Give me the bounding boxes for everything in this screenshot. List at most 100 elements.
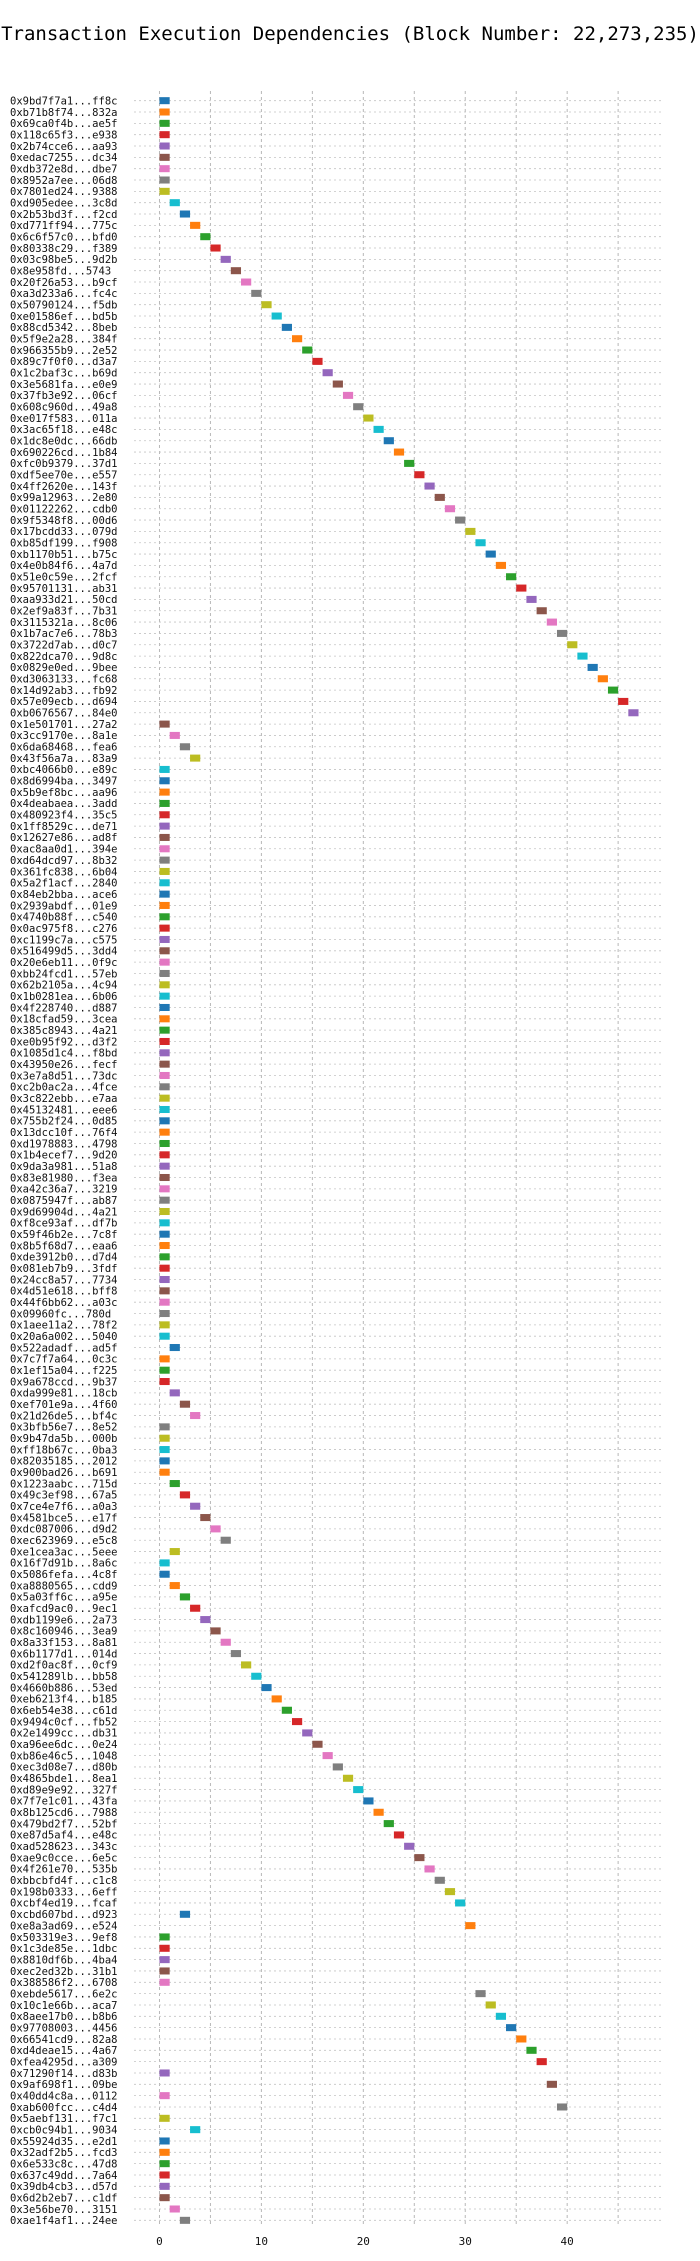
transaction-label: 0x3c822ebb...e7aa [10, 1093, 117, 1105]
transaction-label: 0x118c65f3...e938 [10, 129, 117, 141]
transaction-bar [159, 811, 170, 819]
transaction-bar [475, 1990, 486, 1998]
transaction-label: 0xdb1199e6...2a73 [10, 1614, 117, 1626]
transaction-label: 0xbbcbfd4f...c1c8 [10, 1875, 117, 1887]
transaction-bar [159, 1366, 170, 1374]
transaction-bar [159, 1173, 170, 1182]
transaction-bar [241, 278, 252, 286]
transaction-label: 0x8d6994ba...3497 [10, 776, 117, 788]
transaction-labels: 0x9bd7f7a1...ff8c0xb71b8f74...832a0x69ca… [10, 95, 117, 2227]
transaction-label: 0xa42c36a7...3219 [10, 1184, 117, 1196]
transaction-bar [159, 1332, 170, 1340]
transaction-label: 0x21d26de5...bf4c [10, 1410, 117, 1422]
transaction-bar [159, 777, 170, 785]
x-tick-label: 20 [357, 2235, 370, 2248]
transaction-label: 0x95701131...ab31 [10, 583, 117, 595]
transaction-label: 0x12627e86...ad8f [10, 832, 117, 844]
transaction-bar [190, 1502, 201, 1510]
transaction-bar [159, 1570, 170, 1578]
transaction-label: 0x59f46b2e...7c8f [10, 1229, 117, 1241]
transaction-bar [159, 1049, 170, 1057]
transaction-bar [159, 890, 170, 898]
transaction-label: 0x03c98be5...9d2b [10, 254, 117, 266]
transaction-label: 0x755b2f24...0d85 [10, 1116, 117, 1128]
transaction-label: 0x69ca0f4b...ae5f [10, 118, 117, 130]
transaction-label: 0xde3912b0...d7d4 [10, 1252, 117, 1264]
vertical-gridlines [158, 91, 619, 2226]
transaction-label: 0xd3063133...fc68 [10, 674, 117, 686]
transaction-bar [159, 1105, 170, 1114]
transaction-bar [159, 1276, 170, 1284]
transaction-bar [159, 1207, 170, 1216]
transaction-label: 0xe01586ef...bd5b [10, 311, 117, 323]
transaction-label: 0x4f261e70...535b [10, 1864, 117, 1876]
transaction-label: 0x6e533c8c...47d8 [10, 2158, 117, 2170]
transaction-label: 0x82035185...2012 [10, 1456, 117, 1468]
transaction-label: 0x690226cd...1b84 [10, 447, 117, 459]
transaction-label: 0xb71b8f74...832a [10, 107, 117, 119]
transaction-label: 0x4660b886...53ed [10, 1682, 117, 1694]
transaction-bar [200, 233, 211, 241]
transaction-bar [190, 754, 201, 762]
transaction-bar [261, 1684, 272, 1692]
transaction-bar [465, 1922, 476, 1930]
transaction-bar [169, 1480, 180, 1488]
transaction-bar [485, 2001, 496, 2009]
transaction-label: 0x4740b88f...c540 [10, 912, 117, 924]
transaction-label: 0x5aebf131...f7c1 [10, 2113, 117, 2125]
transaction-bar [159, 1434, 170, 1442]
transaction-label: 0xb1170b51...b75c [10, 549, 117, 561]
transaction-bar [159, 153, 170, 161]
transaction-label: 0xd89e9e92...327f [10, 1784, 117, 1796]
transaction-label: 0x7ce4e7f6...a0a3 [10, 1501, 117, 1513]
transaction-bar [159, 969, 170, 977]
transaction-bar [546, 618, 557, 626]
transaction-bar [159, 142, 170, 150]
transaction-label: 0x7801ed24...9388 [10, 186, 117, 198]
transaction-label: 0xd2f0ac8f...0cf9 [10, 1660, 117, 1672]
transaction-bar [169, 1344, 180, 1352]
transaction-bar [179, 210, 191, 218]
transaction-label: 0x4ff2620e...143f [10, 481, 117, 493]
transaction-bar [536, 2058, 547, 2066]
transaction-label: 0x89c7f0f0...d3a7 [10, 356, 117, 368]
transaction-bar [159, 1128, 170, 1136]
transaction-bar [220, 1638, 231, 1646]
transaction-bar [363, 1797, 374, 1805]
transaction-label: 0xb0676567...84e0 [10, 708, 117, 720]
transaction-label: 0xec2ed32b...31b1 [10, 1966, 117, 1978]
transaction-label: 0x1c2baf3c...b69d [10, 368, 117, 380]
transaction-bar [322, 1752, 333, 1760]
transaction-bar [159, 935, 170, 943]
transaction-bar [556, 629, 568, 637]
transaction-bar [159, 947, 170, 955]
transaction-label: 0x8b125cd6...7988 [10, 1807, 117, 1819]
transaction-bar [424, 1865, 435, 1873]
transaction-label: 0x2ef9a83f...7b31 [10, 606, 117, 618]
transaction-bar [159, 1967, 170, 1975]
transaction-bar [169, 731, 180, 739]
transaction-label: 0x1085d1c4...f8bd [10, 1048, 117, 1060]
transaction-bar [159, 97, 170, 105]
transaction-bar [169, 1389, 180, 1397]
transaction-label: 0x50790124...f5db [10, 299, 117, 311]
transaction-label: 0x99a12963...2e80 [10, 492, 117, 504]
transaction-label: 0x37fb3e92...06cf [10, 390, 117, 402]
transaction-bar [556, 2103, 568, 2111]
transaction-label: 0x43f56a7a...83a9 [10, 753, 117, 765]
chart-title: Transaction Execution Dependencies (Bloc… [1, 23, 699, 45]
transaction-label: 0xec3d08e7...d80b [10, 1762, 117, 1774]
transaction-bar [404, 459, 415, 467]
transaction-bar [353, 1786, 364, 1794]
transaction-label: 0xac8aa0d1...394e [10, 844, 117, 856]
transaction-label: 0x3e7a8d51...73dc [10, 1070, 117, 1082]
transaction-bar [495, 2012, 507, 2020]
transaction-bar [159, 1321, 170, 1329]
transaction-label: 0x84eb2bba...ace6 [10, 889, 117, 901]
transaction-label: 0x4581bce5...e17f [10, 1512, 117, 1524]
transaction-bar [434, 1876, 445, 1884]
transaction-label: 0xa3d233a6...fc4c [10, 288, 117, 300]
transaction-bar [220, 255, 231, 263]
transaction-bar [291, 1718, 303, 1726]
transaction-label: 0xeb6213f4...b185 [10, 1694, 117, 1706]
